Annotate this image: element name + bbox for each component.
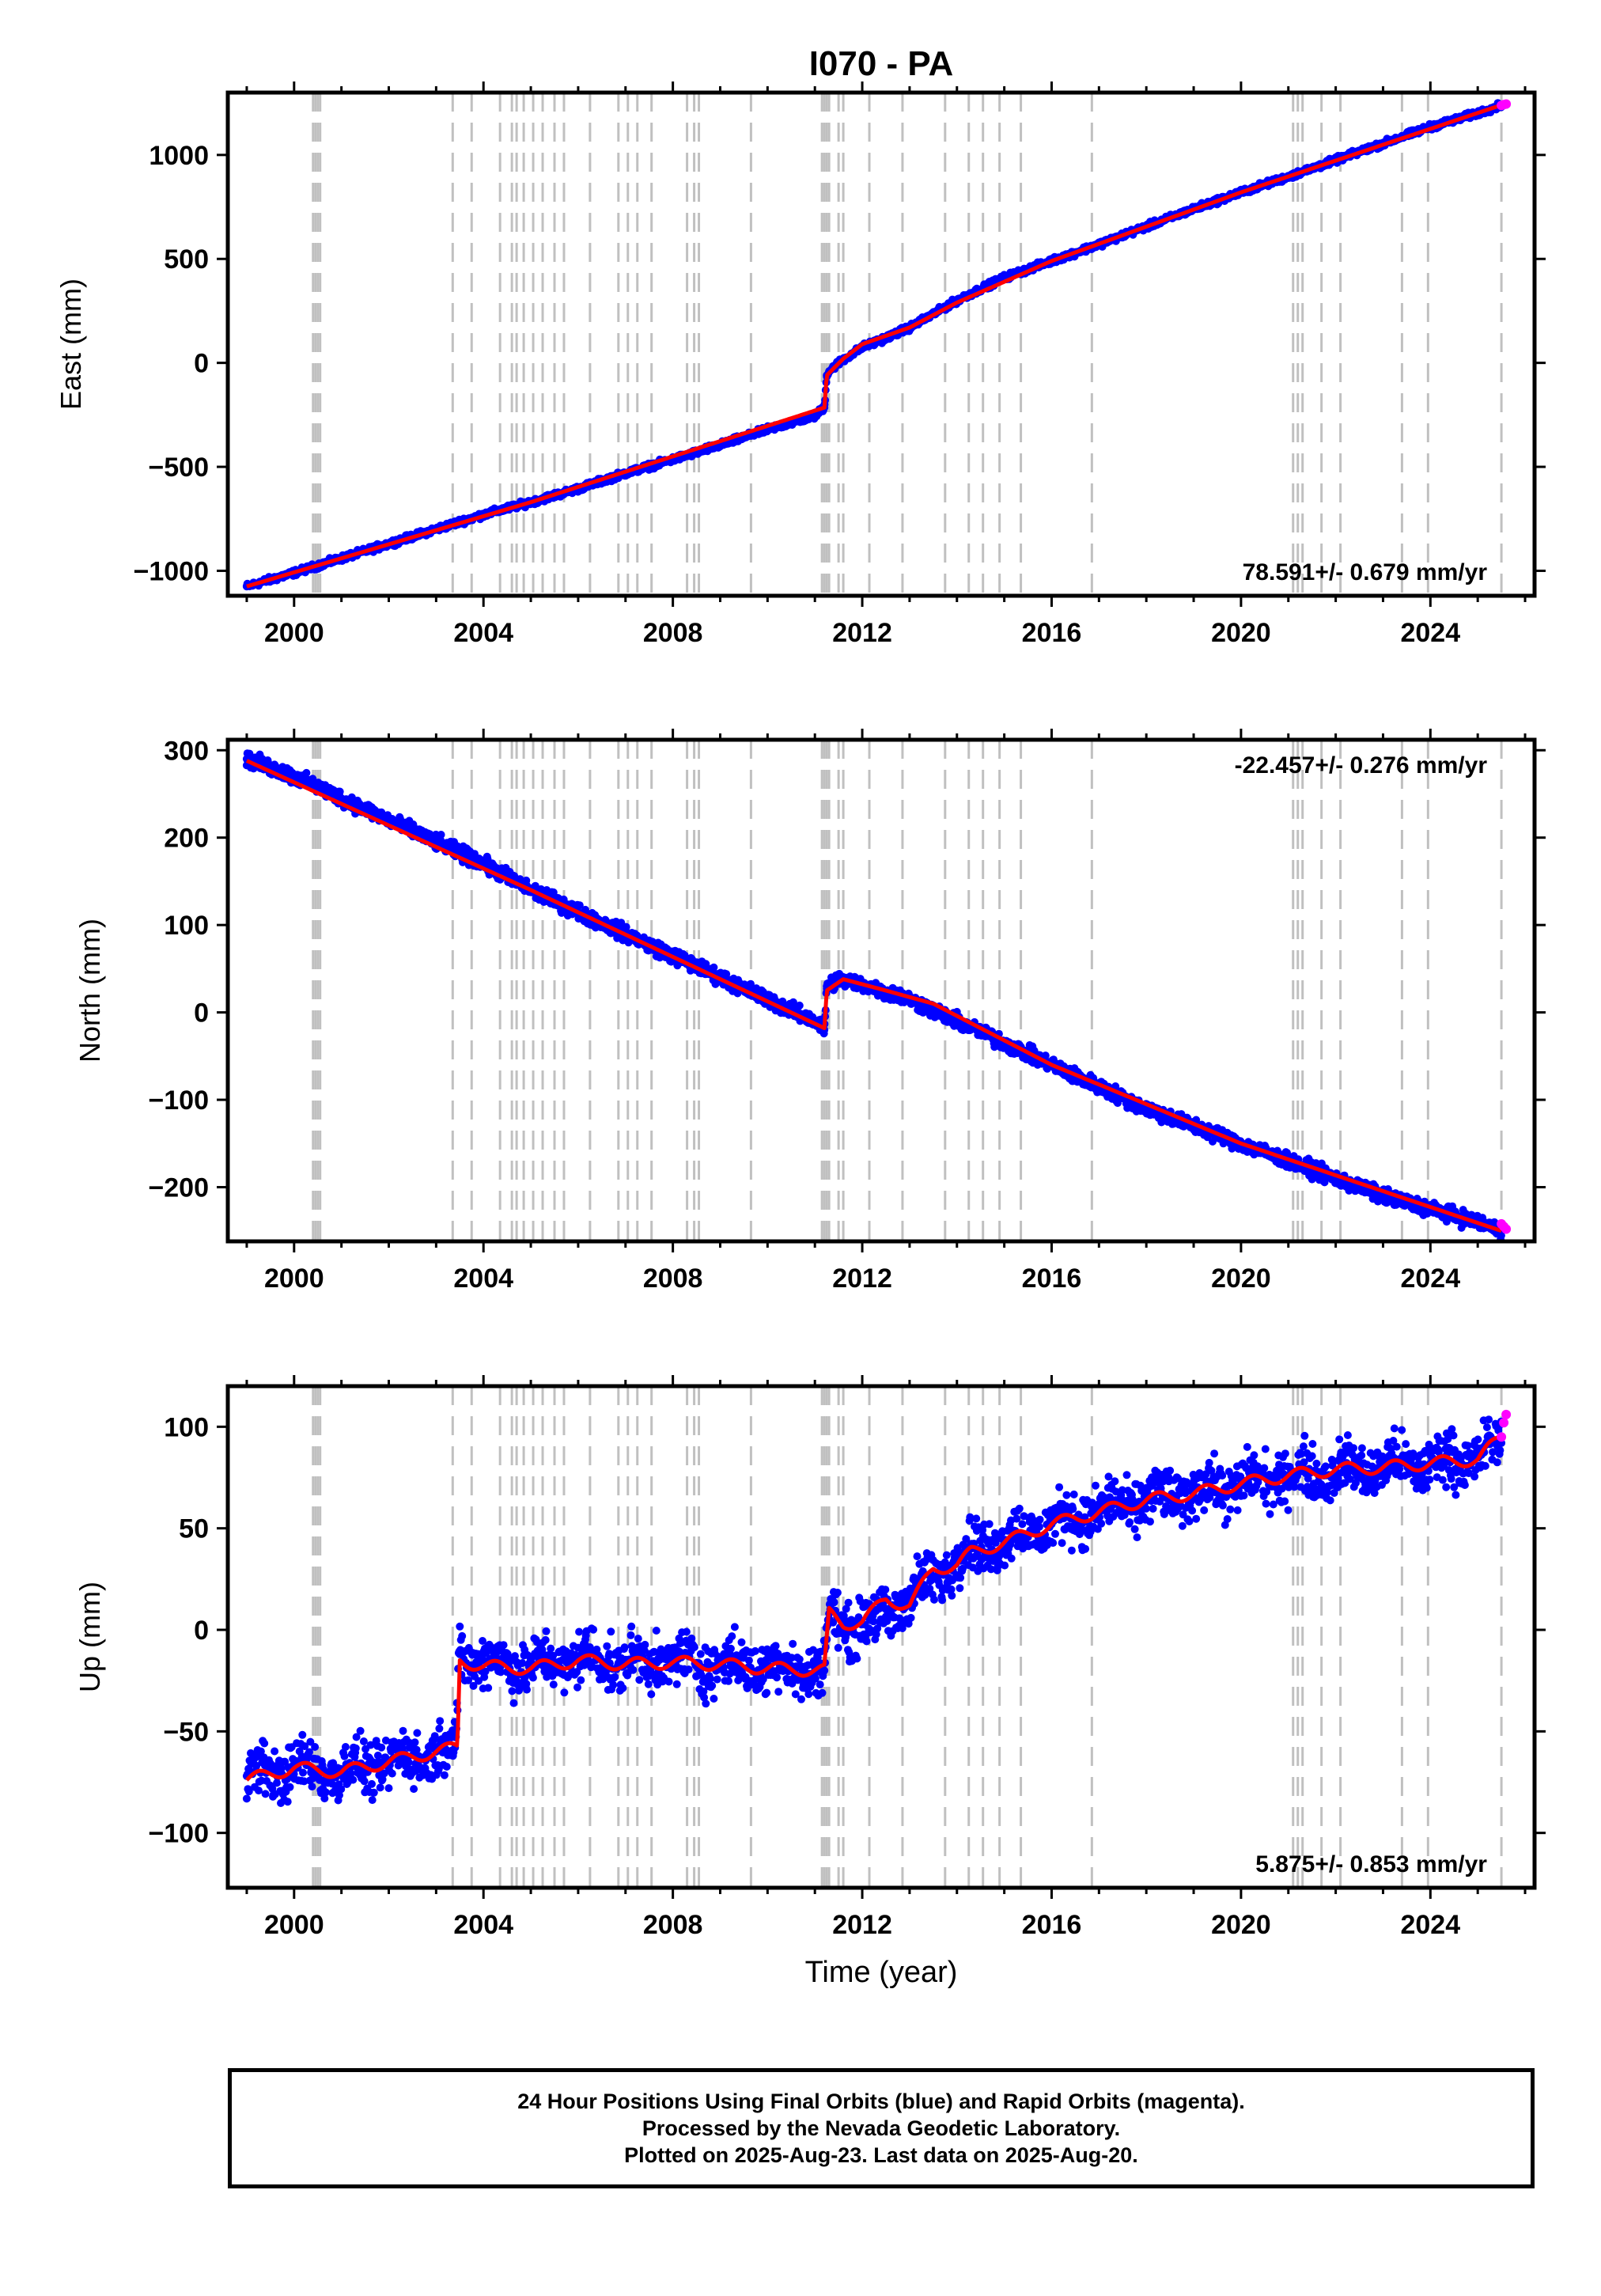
data-point-up — [299, 1768, 307, 1777]
data-point-up — [321, 1788, 330, 1797]
panel-east: 2000 2004 2008 2012 2016 2020 2024 −1000 −500 0 50… — [55, 81, 1546, 648]
data-point-up — [242, 1794, 251, 1803]
x-tick-label: 2020 — [1211, 618, 1271, 648]
y-tick-label: 1000 — [149, 141, 209, 171]
y-axis-label-east: East (mm) — [55, 278, 87, 410]
data-point-north — [302, 768, 311, 777]
x-tick-label: 2012 — [832, 1264, 892, 1294]
data-point-up — [286, 1783, 294, 1791]
data-point-up — [351, 1744, 360, 1752]
y-tick-label: −100 — [148, 1085, 209, 1116]
data-point-up — [255, 1786, 263, 1795]
data-point-north — [437, 831, 445, 839]
figure-title: I070 - PA — [809, 44, 954, 83]
data-point-up — [261, 1790, 270, 1798]
data-point-north — [335, 787, 344, 796]
x-tick-label: 2016 — [1022, 618, 1082, 648]
x-tick-label: 2008 — [643, 618, 703, 648]
data-point-up — [340, 1752, 349, 1760]
y-tick-label: −500 — [148, 453, 209, 483]
data-point-up — [341, 1743, 350, 1751]
y-tick-label: 0 — [194, 998, 209, 1029]
y-tick-label: −200 — [148, 1173, 209, 1203]
y-tick-label: 300 — [164, 736, 209, 766]
data-point-north — [795, 1001, 804, 1010]
data-point-up — [283, 1798, 292, 1806]
panel-up: 2000 2004 2008 2012 2016 2020 2024−100−5005010… — [74, 1375, 1546, 1940]
rate-label-north: -22.457+/- 0.276 mm/yr — [1235, 752, 1488, 779]
y-tick-label: 100 — [164, 911, 209, 941]
data-point-up — [260, 1739, 269, 1748]
x-tick-label: 2020 — [1211, 1264, 1271, 1294]
x-tick-label: 2024 — [1400, 1264, 1460, 1294]
series-final-orbits-east — [242, 99, 1506, 591]
plot-area-up — [242, 1386, 1512, 1888]
x-tick-label: 2012 — [832, 618, 892, 648]
data-point-up — [308, 1783, 316, 1791]
y-axis-label-north: North (mm) — [74, 919, 106, 1063]
data-point-up — [349, 1775, 358, 1784]
y-tick-label: 0 — [194, 349, 209, 379]
y-tick-label: 200 — [164, 824, 209, 854]
x-tick-label: 2000 — [264, 618, 324, 648]
data-point-up — [298, 1730, 307, 1739]
rapid-point-east — [1501, 99, 1512, 109]
x-tick-label: 2024 — [1400, 618, 1460, 648]
x-tick-label: 2004 — [453, 618, 513, 648]
x-tick-label: 2008 — [643, 1264, 703, 1294]
data-point-up — [311, 1743, 320, 1751]
x-tick-label: 2004 — [453, 1264, 513, 1294]
plot-area-east — [242, 93, 1512, 596]
rapid-point-north — [1501, 1224, 1512, 1234]
panel-north: 2000 2004 2008 2012 2016 2020 2024 −200 −100 0 100… — [74, 729, 1546, 1294]
data-point-up — [271, 1747, 279, 1756]
y-tick-label: 500 — [164, 244, 209, 275]
x-tick-label: 2016 — [1022, 1264, 1082, 1294]
rate-label-east: 78.591+/- 0.679 mm/yr — [1243, 559, 1488, 585]
y-tick-label: −1000 — [134, 556, 210, 586]
x-tick-label: 2000 — [264, 1264, 324, 1294]
plot-area-north — [242, 740, 1512, 1241]
